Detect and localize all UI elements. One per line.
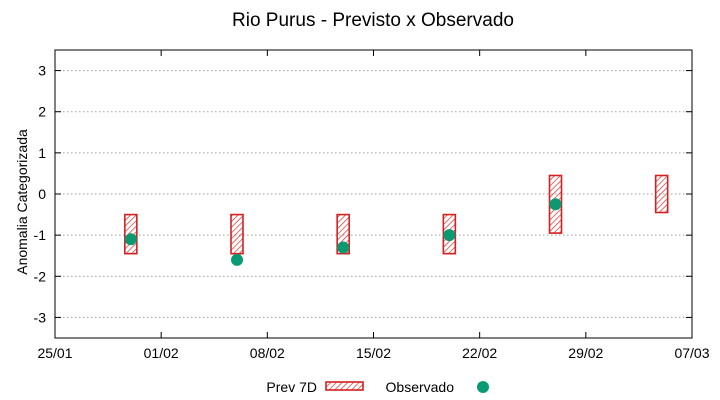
legend-observed-label: Observado xyxy=(386,379,455,395)
observed-point xyxy=(337,241,350,254)
y-tick-label: 0 xyxy=(38,186,46,202)
x-tick-label: 22/02 xyxy=(462,345,497,361)
forecast-range-box xyxy=(230,213,244,255)
y-tick-label: 2 xyxy=(38,104,46,120)
x-tick-label: 07/03 xyxy=(674,345,709,361)
y-tick-label: 3 xyxy=(38,63,46,79)
legend-forecast-swatch xyxy=(325,381,364,391)
x-tick-label: 08/02 xyxy=(250,345,285,361)
x-tick-label: 01/02 xyxy=(144,345,179,361)
legend-forecast-label: Prev 7D xyxy=(266,379,317,395)
observed-point xyxy=(443,229,456,242)
x-tick-label: 25/01 xyxy=(37,345,72,361)
observed-point xyxy=(231,253,243,266)
observed-series xyxy=(124,198,562,266)
y-tick-label: 1 xyxy=(38,145,46,161)
y-axis: -3 -2 -1 0 1 2 3 xyxy=(34,63,692,325)
x-tick-label: 29/02 xyxy=(568,345,603,361)
legend: Prev 7D Observado xyxy=(266,379,489,395)
chart-title: Rio Purus - Previsto x Observado xyxy=(232,10,514,31)
y-tick-label: -1 xyxy=(34,227,47,243)
observed-point xyxy=(549,198,562,211)
forecast-range-box xyxy=(654,174,669,214)
x-axis: 25/01 01/02 08/02 15/02 22/02 29/02 07/03 xyxy=(37,50,710,361)
gridlines xyxy=(55,70,692,318)
y-tick-label: -2 xyxy=(34,268,47,284)
observed-point xyxy=(124,233,137,246)
y-tick-label: -3 xyxy=(34,309,47,325)
y-axis-label: Anomalia Categorizada xyxy=(14,129,30,275)
legend-observed-marker xyxy=(477,381,489,393)
x-tick-label: 15/02 xyxy=(356,345,391,361)
forecast-series xyxy=(124,174,669,255)
